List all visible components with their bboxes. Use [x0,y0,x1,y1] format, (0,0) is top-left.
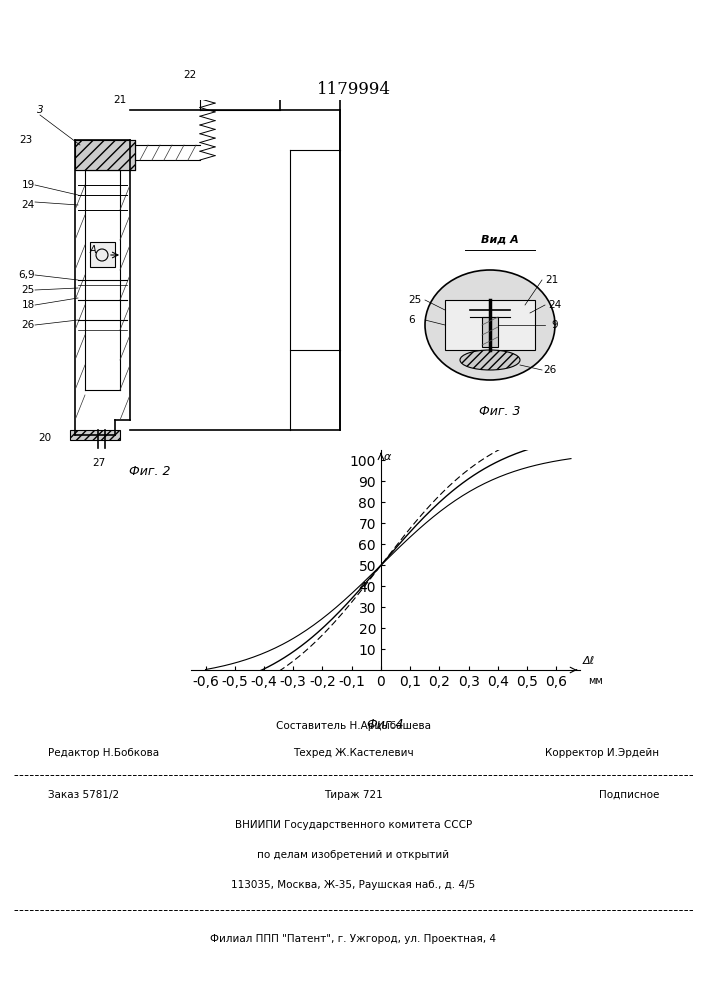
Bar [445,300,535,350]
Text: Тираж 721: Тираж 721 [324,790,383,800]
Text: 1179994: 1179994 [317,82,390,99]
Text: Заказ 5781/2: Заказ 5781/2 [48,790,119,800]
Text: Вид А: Вид А [481,235,519,245]
Text: мм: мм [588,676,603,686]
Text: Корректор И.Эрдейн: Корректор И.Эрдейн [545,748,659,758]
Text: по делам изобретений и открытий: по делам изобретений и открытий [257,850,450,860]
Text: ВНИИПИ Государственного комитета СССР: ВНИИПИ Государственного комитета СССР [235,820,472,830]
Text: Δℓ: Δℓ [583,656,595,666]
Text: 25: 25 [409,295,421,305]
Text: 23: 23 [19,135,32,145]
Text: 9: 9 [551,320,559,330]
Text: 27: 27 [93,458,105,468]
Text: 22: 22 [183,70,197,80]
Ellipse shape [425,270,555,380]
Text: 3: 3 [37,105,43,115]
Ellipse shape [460,350,520,370]
Text: 24: 24 [22,200,35,210]
Text: 25: 25 [22,285,35,295]
Text: 24: 24 [549,300,561,310]
Text: Фиг.4: Фиг.4 [366,718,404,731]
Text: Фиг. 3: Фиг. 3 [479,405,521,418]
Text: 21: 21 [113,95,127,105]
Text: Техред Ж.Кастелевич: Техред Ж.Кастелевич [293,748,414,758]
Text: 26: 26 [544,365,556,375]
Text: Подписное: Подписное [599,790,659,800]
Text: Фиг. 2: Фиг. 2 [129,465,171,478]
Bar [90,242,115,267]
Text: 18: 18 [22,300,35,310]
Text: 20: 20 [38,433,52,443]
Text: Составитель Н.Арцыбашева: Составитель Н.Арцыбашева [276,721,431,731]
Text: Редактор Н.Бобкова: Редактор Н.Бобкова [48,748,159,758]
Text: A: A [90,245,97,255]
Text: 21: 21 [545,275,559,285]
Bar [482,317,498,347]
Text: α: α [384,452,391,462]
Polygon shape [75,140,135,170]
Text: 19: 19 [22,180,35,190]
Text: Филиал ППП "Патент", г. Ужгород, ул. Проектная, 4: Филиал ППП "Патент", г. Ужгород, ул. Про… [211,934,496,944]
Polygon shape [70,430,120,440]
Text: 6: 6 [409,315,415,325]
Text: 26: 26 [22,320,35,330]
Text: 6,9: 6,9 [18,270,35,280]
Text: 113035, Москва, Ж-35, Раушская наб., д. 4/5: 113035, Москва, Ж-35, Раушская наб., д. … [231,880,476,890]
